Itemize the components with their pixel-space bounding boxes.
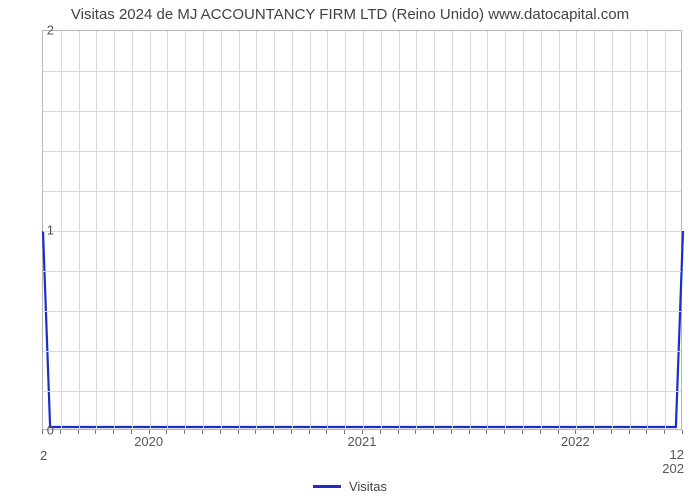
vgrid-line — [559, 31, 560, 429]
vgrid-line — [292, 31, 293, 429]
x-minor-tick — [42, 430, 43, 434]
vgrid-line — [630, 31, 631, 429]
hgrid-line — [43, 71, 681, 72]
vgrid-line — [96, 31, 97, 429]
vgrid-line — [452, 31, 453, 429]
x-minor-tick — [646, 430, 647, 434]
x-minor-tick — [451, 430, 452, 434]
x-minor-tick — [558, 430, 559, 434]
vgrid-line — [327, 31, 328, 429]
x-minor-tick — [380, 430, 381, 434]
hgrid-line — [43, 111, 681, 112]
x-minor-tick — [113, 430, 114, 434]
vgrid-line — [256, 31, 257, 429]
legend: Visitas — [313, 479, 387, 494]
x-minor-tick — [486, 430, 487, 434]
x-minor-tick — [326, 430, 327, 434]
x-minor-tick — [291, 430, 292, 434]
x-minor-tick — [433, 430, 434, 434]
x-tick-label: 2021 — [348, 434, 377, 449]
chart-title: Visitas 2024 de MJ ACCOUNTANCY FIRM LTD … — [0, 0, 700, 23]
x-minor-tick — [166, 430, 167, 434]
vgrid-line — [665, 31, 666, 429]
x-minor-tick — [504, 430, 505, 434]
chart-container: Visitas 2024 de MJ ACCOUNTANCY FIRM LTD … — [0, 0, 700, 500]
hgrid-line — [43, 391, 681, 392]
x-minor-tick — [95, 430, 96, 434]
x-minor-tick — [131, 430, 132, 434]
legend-label: Visitas — [349, 479, 387, 494]
x-minor-tick — [220, 430, 221, 434]
vgrid-line — [150, 31, 151, 429]
x-minor-tick — [273, 430, 274, 434]
x-minor-tick — [202, 430, 203, 434]
vgrid-line — [523, 31, 524, 429]
vgrid-line — [185, 31, 186, 429]
x-minor-tick — [664, 430, 665, 434]
vgrid-line — [114, 31, 115, 429]
vgrid-line — [647, 31, 648, 429]
x-sub-label-left: 2 — [40, 448, 47, 463]
x-minor-tick — [184, 430, 185, 434]
x-minor-tick — [522, 430, 523, 434]
x-minor-tick — [78, 430, 79, 434]
vgrid-line — [239, 31, 240, 429]
x-minor-tick — [60, 430, 61, 434]
x-sub-label-right: 12202 — [662, 448, 684, 476]
x-minor-tick — [415, 430, 416, 434]
vgrid-line — [612, 31, 613, 429]
x-minor-tick — [149, 430, 150, 434]
x-minor-tick — [309, 430, 310, 434]
hgrid-line — [43, 351, 681, 352]
vgrid-line — [310, 31, 311, 429]
x-tick-label: 2022 — [561, 434, 590, 449]
vgrid-line — [61, 31, 62, 429]
vgrid-line — [487, 31, 488, 429]
vgrid-line — [79, 31, 80, 429]
vgrid-line — [345, 31, 346, 429]
plot-wrap — [42, 30, 682, 440]
x-minor-tick — [593, 430, 594, 434]
vgrid-line — [416, 31, 417, 429]
x-minor-tick — [255, 430, 256, 434]
vgrid-line — [434, 31, 435, 429]
legend-swatch — [313, 485, 341, 488]
vgrid-line — [221, 31, 222, 429]
x-minor-tick — [362, 430, 363, 434]
vgrid-line — [167, 31, 168, 429]
vgrid-line — [132, 31, 133, 429]
y-tick-label: 1 — [14, 223, 54, 238]
vgrid-line — [505, 31, 506, 429]
x-tick-label: 2020 — [134, 434, 163, 449]
x-minor-tick — [238, 430, 239, 434]
vgrid-line — [576, 31, 577, 429]
vgrid-line — [399, 31, 400, 429]
y-tick-label: 2 — [14, 23, 54, 38]
vgrid-line — [274, 31, 275, 429]
x-minor-tick — [682, 430, 683, 434]
x-minor-tick — [398, 430, 399, 434]
x-minor-tick — [469, 430, 470, 434]
vgrid-line — [381, 31, 382, 429]
vgrid-line — [541, 31, 542, 429]
hgrid-line — [43, 231, 681, 232]
hgrid-line — [43, 311, 681, 312]
x-minor-tick — [540, 430, 541, 434]
hgrid-line — [43, 151, 681, 152]
vgrid-line — [470, 31, 471, 429]
hgrid-line — [43, 191, 681, 192]
vgrid-line — [363, 31, 364, 429]
x-minor-tick — [344, 430, 345, 434]
y-tick-label: 0 — [14, 423, 54, 438]
plot-area — [42, 30, 682, 430]
x-minor-tick — [629, 430, 630, 434]
x-minor-tick — [575, 430, 576, 434]
vgrid-line — [203, 31, 204, 429]
hgrid-line — [43, 271, 681, 272]
x-minor-tick — [611, 430, 612, 434]
vgrid-line — [594, 31, 595, 429]
